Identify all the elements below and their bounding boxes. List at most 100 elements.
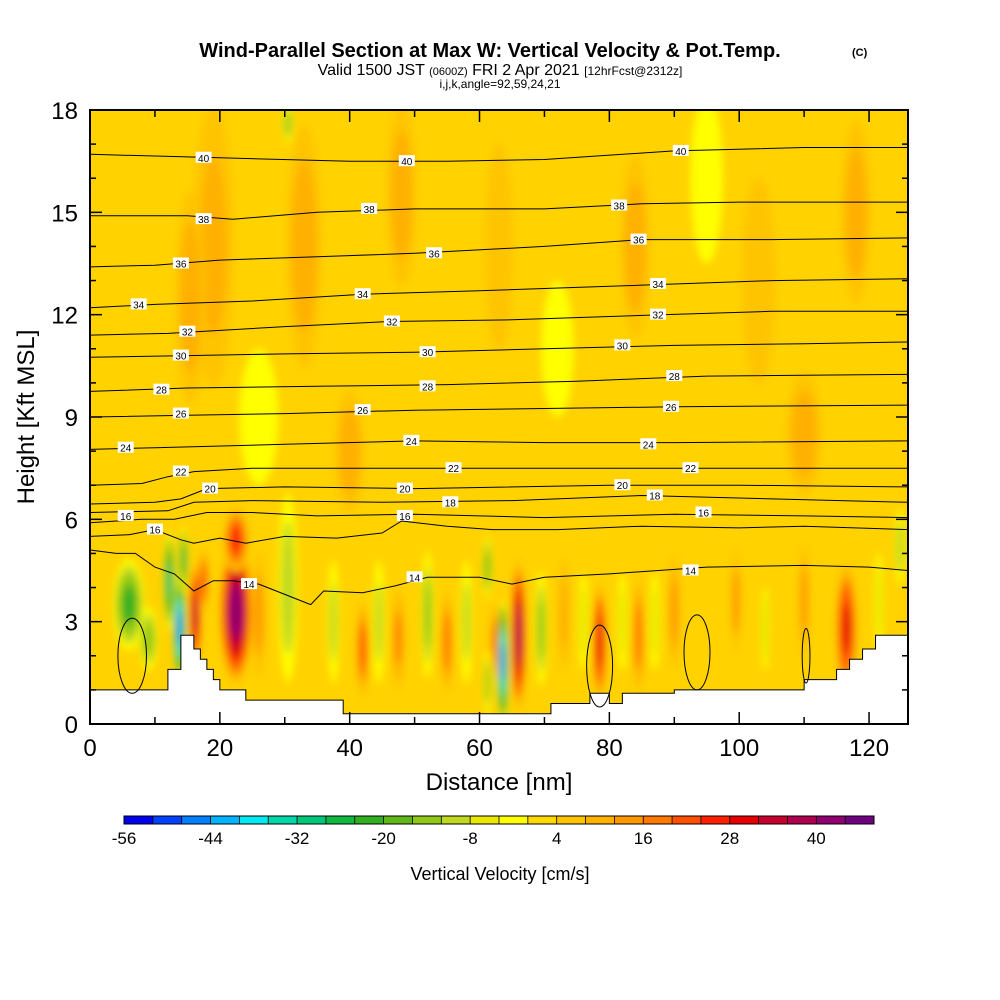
- isentrope-label: 28: [669, 372, 681, 383]
- velocity-cell: [122, 585, 136, 625]
- potential-temperature-contours: 40 40 40 38 38 38 36 36 36 34 34 34 32 32 32 30 30 30 28 28…: [90, 144, 908, 708]
- isentrope-label-bg: [195, 151, 212, 163]
- isentrope-label: 22: [175, 468, 187, 479]
- isentrope-label: 20: [205, 485, 217, 496]
- isentrope-label: 18: [445, 498, 457, 509]
- isentrope-label: 34: [133, 300, 145, 311]
- colorbar-swatch: [729, 816, 760, 824]
- isentrope-label-bg: [146, 523, 163, 535]
- title-block: Wind-Parallel Section at Max W: Vertical…: [199, 40, 867, 91]
- isentrope-label: 28: [422, 382, 434, 393]
- y-tick-label: 3: [65, 610, 78, 637]
- isentrope-line: [90, 341, 908, 358]
- isentrope-label: 36: [429, 249, 441, 260]
- colorbar-swatch: [152, 816, 183, 824]
- velocity-cell: [625, 181, 646, 312]
- isentrope-label: 24: [120, 444, 132, 455]
- velocity-cell: [485, 551, 490, 583]
- velocity-cell: [516, 610, 521, 661]
- velocity-cell: [329, 582, 338, 662]
- isentrope-label-bg: [611, 199, 628, 211]
- chart-title: Wind-Parallel Section at Max W: Vertical…: [199, 40, 780, 62]
- isentrope-label: 20: [399, 485, 411, 496]
- isentrope-label-bg: [403, 434, 420, 446]
- velocity-cell: [395, 612, 402, 665]
- colorbar-tick-label: -20: [371, 829, 396, 848]
- velocity-cell: [282, 532, 294, 643]
- velocity-cell: [462, 582, 471, 662]
- closed-contour: [683, 614, 711, 691]
- isentrope-label: 28: [156, 386, 168, 397]
- colorbar-tick-label: 40: [807, 829, 826, 848]
- isentrope-line: [90, 520, 908, 544]
- isentrope-line: [90, 373, 908, 392]
- velocity-cell: [375, 582, 383, 662]
- velocity-cell: [897, 524, 904, 569]
- velocity-cell: [167, 562, 172, 599]
- isentrope-label: 22: [448, 464, 460, 475]
- colorbar-swatch: [556, 816, 587, 824]
- isentrope-label-bg: [354, 288, 371, 300]
- isentrope-label-bg: [172, 349, 189, 361]
- colorbar-label: Vertical Velocity [cm/s]: [410, 864, 589, 884]
- y-tick-label: 12: [51, 303, 78, 330]
- isentrope-label-bg: [241, 578, 258, 590]
- velocity-cell: [359, 627, 366, 671]
- isentrope-label-bg: [172, 465, 189, 477]
- isentrope-label-bg: [361, 202, 378, 214]
- colorbar-swatch: [239, 816, 269, 824]
- y-tick-label: 9: [65, 405, 78, 432]
- isentrope-label: 26: [175, 410, 187, 421]
- isentrope-label: 38: [614, 202, 626, 213]
- x-tick-label: 80: [596, 735, 623, 762]
- velocity-cell: [635, 607, 642, 663]
- isentrope-label: 16: [399, 512, 411, 523]
- velocity-cell: [845, 147, 867, 278]
- velocity-cell: [761, 594, 769, 663]
- isentrope-line: [90, 467, 908, 486]
- isentrope-label: 34: [652, 280, 664, 291]
- colorbar-swatch: [124, 816, 154, 824]
- x-tick-label: 40: [336, 735, 363, 762]
- velocity-cell: [285, 113, 291, 134]
- isentrope-label-bg: [419, 380, 436, 392]
- y-tick-label: 6: [65, 507, 78, 534]
- colorbar-tick-label: 16: [634, 829, 653, 848]
- velocity-cell: [230, 526, 242, 554]
- colorbar-swatch: [643, 816, 673, 824]
- isentrope-label: 32: [182, 328, 194, 339]
- y-tick-label: 15: [51, 200, 78, 227]
- subtitle-forecast: [12hrFcst@2312z]: [584, 64, 682, 78]
- isentrope-label-bg: [646, 489, 663, 501]
- colorbar-swatch: [700, 816, 731, 824]
- isentrope-label: 30: [175, 352, 187, 363]
- isentrope-line: [90, 278, 908, 309]
- velocity-cell: [501, 643, 505, 682]
- colorbar-swatch: [354, 816, 385, 824]
- velocity-cell: [485, 666, 490, 701]
- colorbar-swatch: [210, 816, 240, 824]
- x-tick-label: 60: [466, 735, 493, 762]
- x-axis-label: Distance [nm]: [426, 769, 573, 796]
- colorbar-swatch: [297, 816, 327, 824]
- isentrope-label: 38: [364, 205, 376, 216]
- isentrope-label: 14: [243, 580, 255, 591]
- x-tick-label: 100: [719, 735, 759, 762]
- colorbar-swatch: [787, 816, 817, 824]
- isentrope-label-bg: [179, 325, 196, 337]
- velocity-cell: [200, 157, 227, 336]
- isentrope-label: 20: [617, 481, 629, 492]
- velocity-cell: [618, 587, 627, 657]
- velocity-cell: [690, 110, 723, 264]
- subtitle-prefix: Valid 1500 JST: [318, 62, 426, 79]
- chart-subtitle: Valid 1500 JST (0600Z) FRI 2 Apr 2021 [1…: [318, 62, 683, 79]
- isentrope-label: 38: [198, 215, 210, 226]
- isentrope-label: 40: [675, 147, 687, 158]
- velocity-cell: [254, 578, 263, 652]
- isentrope-label-bg: [650, 277, 667, 289]
- isentrope-label: 14: [409, 573, 421, 584]
- isentrope-label-bg: [614, 479, 631, 491]
- velocity-cell: [732, 572, 740, 631]
- velocity-cell: [842, 603, 851, 654]
